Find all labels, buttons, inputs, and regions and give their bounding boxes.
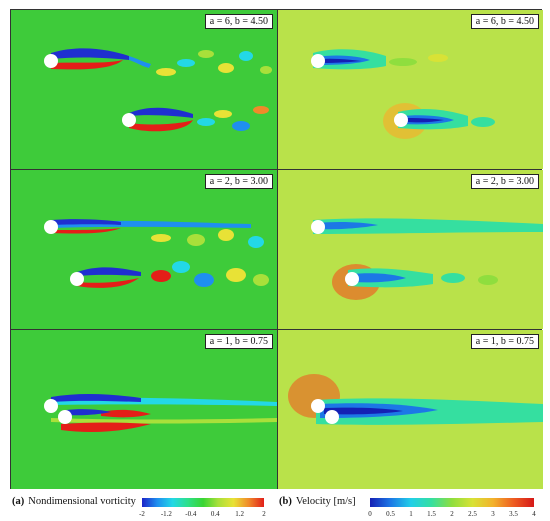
vorticity-panel-a1-b075: a = 1, b = 0.75 bbox=[11, 330, 277, 489]
velocity-panel-a2-b300: a = 2, b = 3.00 bbox=[278, 170, 543, 329]
legend-tag: (b) bbox=[279, 496, 292, 507]
legend-title: (a) Nondimensional vorticity bbox=[12, 496, 136, 507]
legend-name: Velocity [m/s] bbox=[295, 496, 356, 507]
vorticity-panel-a2-b300: a = 2, b = 3.00 bbox=[11, 170, 277, 329]
cylinder-icon bbox=[44, 399, 58, 413]
vorticity-panel-a6-b450: a = 6, b = 4.50 bbox=[11, 10, 277, 169]
colorbar-tick-label: -0.4 bbox=[185, 510, 197, 518]
cylinder-icon bbox=[345, 272, 359, 286]
colorbar-tick-label: 2.5 bbox=[468, 510, 477, 518]
panel-label: a = 1, b = 0.75 bbox=[204, 334, 273, 349]
colorbar-tick-label: 1 bbox=[409, 510, 413, 518]
colorbar-tick-label: 0.4 bbox=[210, 510, 220, 518]
legend-velocity: (b) Velocity [m/s] 0 0.5 1 1.5 2 2.5 3 3.5 4 bbox=[279, 496, 544, 521]
colorbar-tick-label: 2 bbox=[262, 510, 266, 518]
colorbar-tick-label: 0.5 bbox=[386, 510, 395, 518]
colorbar-tick-label: 0 bbox=[368, 510, 372, 518]
colorbar-tick-label: 4 bbox=[532, 510, 536, 518]
cylinder-icon bbox=[311, 220, 325, 234]
colorbar-tick-label: 1.5 bbox=[427, 510, 436, 518]
cylinder-icon bbox=[70, 272, 84, 286]
velocity-panel-a6-b450: a = 6, b = 4.50 bbox=[278, 10, 543, 169]
colorbar-tick-label: 3.5 bbox=[509, 510, 518, 518]
cylinder-icon bbox=[44, 54, 58, 68]
panel-label: a = 1, b = 0.75 bbox=[470, 334, 539, 349]
cylinder-icon bbox=[311, 399, 325, 413]
panel-label: a = 6, b = 4.50 bbox=[470, 14, 539, 29]
legend-name: Nondimensional vorticity bbox=[28, 496, 136, 507]
velocity-panel-a1-b075: a = 1, b = 0.75 bbox=[278, 330, 543, 489]
cylinder-icon bbox=[122, 113, 136, 127]
row-divider bbox=[11, 169, 541, 170]
colorbar-velocity bbox=[370, 498, 534, 507]
cylinder-icon bbox=[394, 113, 408, 127]
legend-title: (b) Velocity [m/s] bbox=[279, 496, 356, 507]
cylinder-icon bbox=[325, 410, 339, 424]
figure-grid: a = 6, b = 4.50 a = 6, b = 4.50 bbox=[10, 9, 543, 489]
colorbar-ticks: 0 0.5 1 1.5 2 2.5 3 3.5 4 bbox=[368, 510, 536, 520]
panel-label: a = 2, b = 3.00 bbox=[470, 174, 539, 189]
colorbar-tick-label: 1.2 bbox=[235, 510, 244, 518]
colorbar-tick-label: -1.2 bbox=[160, 510, 172, 518]
cylinder-icon bbox=[44, 220, 58, 234]
colorbar-ticks: -2 -1.2 -0.4 0.4 1.2 2 bbox=[139, 510, 266, 520]
colorbar-tick-label: 3 bbox=[491, 510, 495, 518]
cylinder-icon bbox=[58, 410, 72, 424]
column-divider bbox=[277, 10, 278, 488]
colorbar-tick-label: 2 bbox=[450, 510, 454, 518]
colorbar-vorticity bbox=[142, 498, 264, 507]
panel-label: a = 2, b = 3.00 bbox=[204, 174, 273, 189]
legend-tag: (a) bbox=[12, 496, 25, 507]
colorbar-tick-label: -2 bbox=[139, 510, 145, 518]
legend-vorticity: (a) Nondimensional vorticity -2 -1.2 -0.4 0.… bbox=[12, 496, 272, 521]
row-divider bbox=[11, 329, 541, 330]
panel-label: a = 6, b = 4.50 bbox=[204, 14, 273, 29]
cylinder-icon bbox=[311, 54, 325, 68]
